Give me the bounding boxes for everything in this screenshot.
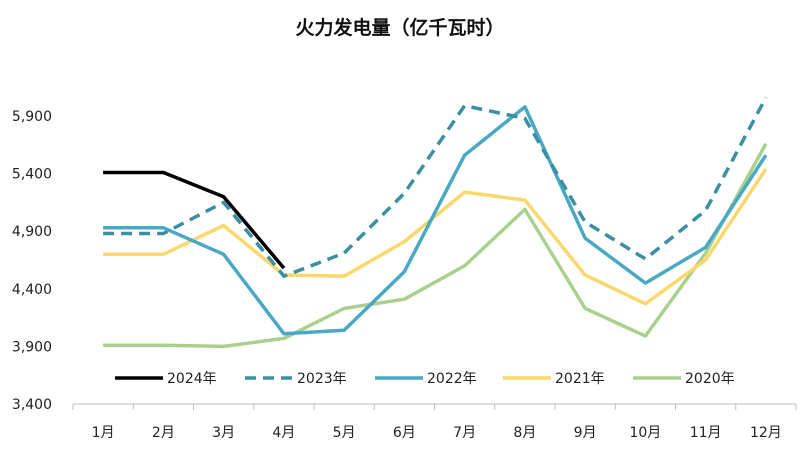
y-tick-label: 5,400 — [12, 167, 52, 183]
series-layer — [103, 96, 768, 349]
legend-label: 2020年 — [685, 371, 735, 387]
y-tick-label: 3,900 — [12, 339, 52, 355]
chart-title: 火力发电量（亿千瓦时） — [295, 16, 504, 39]
legend-label: 2022年 — [427, 371, 477, 387]
x-tick-label: 11月 — [690, 425, 722, 441]
x-tick-label: 9月 — [574, 425, 597, 441]
legend-label: 2024年 — [167, 371, 217, 387]
x-tick-label: 4月 — [272, 425, 295, 441]
y-tick-label: 5,900 — [12, 109, 52, 125]
legend-label: 2023年 — [297, 371, 347, 387]
legend-label: 2021年 — [555, 371, 605, 387]
x-tick-label: 1月 — [92, 425, 115, 441]
series-line-2020 — [103, 142, 768, 349]
x-tick-label: 3月 — [212, 425, 235, 441]
series-line-2022 — [103, 105, 768, 336]
legend: 2024年 2023年 2022年 2021年 2020年 — [115, 371, 735, 387]
y-tick-label: 4,900 — [12, 224, 52, 240]
x-tick-label: 12月 — [750, 425, 782, 441]
x-tick-label: 6月 — [393, 425, 416, 441]
axes: 1月 2月 3月 4月 5月 6月 7月 8月 9月 10月 11月 12月 3,400 3,900 4,4… — [12, 109, 797, 441]
x-tick-label: 10月 — [629, 425, 661, 441]
x-tick-label: 8月 — [513, 425, 536, 441]
x-tick-label: 5月 — [333, 425, 356, 441]
y-tick-label: 3,400 — [12, 397, 52, 413]
y-tick-label: 4,400 — [12, 282, 52, 298]
x-tick-label: 7月 — [453, 425, 476, 441]
series-line-2024 — [103, 170, 286, 270]
x-tick-label: 2月 — [152, 425, 175, 441]
series-line-2023 — [103, 96, 768, 278]
